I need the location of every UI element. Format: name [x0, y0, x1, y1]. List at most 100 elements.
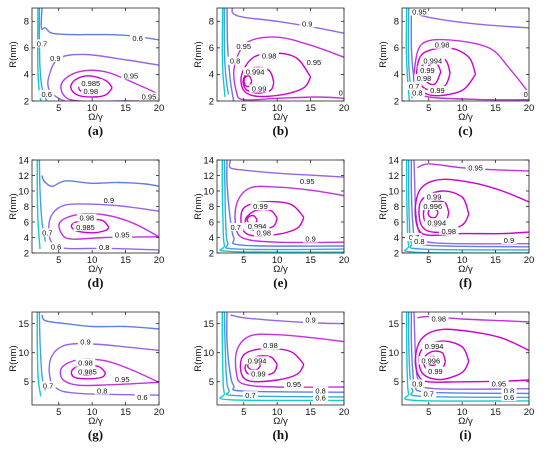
- y-tick-label: 5: [394, 377, 399, 388]
- x-axis-label: Ω/γ: [273, 416, 288, 427]
- contour-label: 0: [524, 90, 528, 99]
- contour-line-0_98: [414, 328, 529, 383]
- contour-label: 0.7: [43, 381, 53, 390]
- contour-line-0_99: [418, 340, 470, 381]
- contour-label-bg: [130, 34, 146, 43]
- contour-label: 0.9: [412, 380, 422, 389]
- contour-line-0_95: [413, 38, 529, 101]
- x-tick-label: 15: [305, 103, 316, 114]
- x-tick-label: 10: [87, 407, 98, 418]
- contour-label: 0.99: [427, 193, 442, 202]
- contour-line-0_95: [417, 163, 529, 172]
- contour-label-bg: [414, 73, 434, 82]
- contour-label: 0.994: [246, 67, 265, 76]
- x-tick-label: 5: [426, 255, 431, 266]
- contour-line-0_9: [47, 203, 159, 251]
- contour-label-bg: [284, 380, 304, 389]
- panel-label: (e): [273, 275, 287, 290]
- contour-line-0_7: [38, 312, 47, 391]
- contour-label: 0.7: [230, 223, 240, 232]
- contour-line-0_95: [234, 185, 344, 244]
- contour-line-0_7: [223, 312, 344, 398]
- y-axis-label: R(nm): [193, 193, 204, 219]
- contour-label-bg: [34, 39, 50, 48]
- contour-label: 0.994: [427, 218, 446, 227]
- x-tick-label: 5: [241, 407, 246, 418]
- contour-label-bg: [253, 228, 274, 237]
- y-tick-label: 2: [209, 248, 214, 259]
- x-tick-label: 20: [154, 103, 165, 114]
- x-tick-label: 5: [56, 255, 61, 266]
- contour-label-bg: [411, 236, 427, 245]
- contour-label-bg: [501, 392, 517, 401]
- y-tick-label: 4: [209, 70, 214, 81]
- contour-label-bg: [121, 71, 141, 80]
- contour-label-bg: [47, 53, 63, 62]
- contour-label-bg: [40, 381, 56, 390]
- y-tick-label: 10: [18, 348, 29, 359]
- contour-label: 0.996: [423, 202, 442, 211]
- panel-label: (c): [458, 123, 472, 138]
- contour-label-bg: [409, 379, 425, 388]
- contour-label: 0.99: [428, 367, 443, 376]
- y-tick-label: 5: [209, 377, 214, 388]
- plot-frame: [216, 7, 345, 102]
- contour-line-0_8: [226, 8, 235, 101]
- y-axis-label: R(nm): [193, 345, 204, 371]
- contour-label-bg: [522, 89, 529, 98]
- y-axis-label: R(nm): [193, 41, 204, 67]
- contour-label-bg: [297, 177, 318, 186]
- y-tick-label: 15: [388, 319, 399, 330]
- contour-label: 0.6: [504, 393, 514, 402]
- contour-lines: [219, 160, 344, 253]
- contour-label: 0.95: [124, 71, 139, 80]
- contour-label-bg: [139, 92, 159, 101]
- contour-label: 0.95: [287, 380, 302, 389]
- x-tick-label: 15: [120, 255, 131, 266]
- contour-label: 0.95: [115, 231, 130, 240]
- contour-label: 0.8: [99, 243, 109, 252]
- contour-label-bg: [259, 51, 279, 60]
- x-tick-label: 5: [426, 103, 431, 114]
- contour-label-bg: [417, 65, 438, 74]
- contour-label: 0.985: [78, 367, 97, 376]
- contour-label: 0.98: [256, 228, 271, 237]
- y-axis-label: R(nm): [8, 41, 19, 67]
- y-tick-label: 12: [203, 171, 214, 182]
- y-tick-label: 4: [394, 70, 399, 81]
- contour-label: 0.6: [132, 34, 142, 43]
- contour-label: 0.8: [414, 237, 424, 246]
- y-tick-label: 4: [394, 233, 399, 244]
- x-tick-label: 15: [490, 255, 501, 266]
- contour-label: 0.6: [51, 242, 61, 251]
- contour-label-bg: [134, 392, 150, 401]
- contour-label-bg: [77, 337, 94, 346]
- contour-line-0_8: [41, 175, 159, 188]
- contour-label-bg: [243, 67, 268, 76]
- contour-line-0_98: [414, 178, 529, 237]
- y-tick-label: 14: [388, 155, 399, 166]
- contour-line-0_95: [417, 315, 529, 323]
- x-tick-label: 10: [87, 103, 98, 114]
- contour-line-0_7: [223, 160, 344, 251]
- contour-line-0_9: [48, 343, 159, 396]
- contour-label: 0.994: [423, 57, 442, 66]
- contour-lines: [36, 160, 159, 251]
- contour-label: 0.99: [420, 66, 435, 75]
- contour-line-0_7: [223, 8, 230, 95]
- contour-label-bg: [78, 79, 103, 88]
- x-tick-label: 15: [490, 103, 501, 114]
- contour-label: 0.95: [236, 42, 251, 51]
- contour-label-bg: [249, 84, 269, 93]
- contour-label: 0.996: [421, 356, 440, 365]
- contour-label: 0.99: [251, 370, 266, 379]
- contour-label-bg: [489, 379, 509, 388]
- contour-label: 0.9: [50, 54, 60, 63]
- contour-label: 0.98: [78, 359, 93, 368]
- contour-label-bg: [337, 88, 344, 97]
- y-tick-label: 2: [394, 96, 399, 107]
- y-tick-label: 4: [209, 233, 214, 244]
- panel-label: (h): [273, 427, 289, 442]
